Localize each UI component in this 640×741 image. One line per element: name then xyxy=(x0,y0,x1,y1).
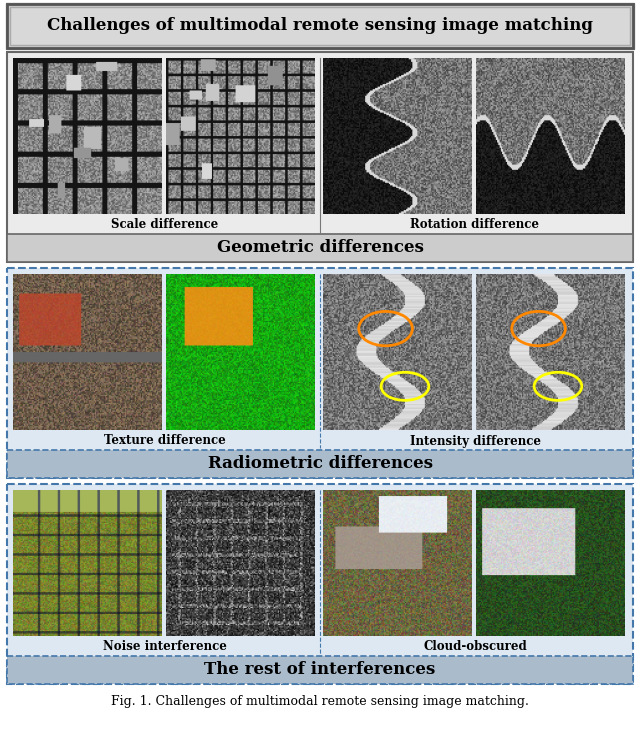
Text: Rotation difference: Rotation difference xyxy=(410,219,540,231)
Bar xyxy=(7,52,633,262)
Text: Radiometric differences: Radiometric differences xyxy=(207,456,433,473)
Text: Geometric differences: Geometric differences xyxy=(216,239,424,256)
Text: Texture difference: Texture difference xyxy=(104,434,226,448)
Text: Challenges of multimodal remote sensing image matching: Challenges of multimodal remote sensing … xyxy=(47,18,593,35)
Bar xyxy=(7,450,633,478)
Text: Cloud-obscured: Cloud-obscured xyxy=(423,640,527,654)
Text: The rest of interferences: The rest of interferences xyxy=(204,662,436,679)
Text: Noise interference: Noise interference xyxy=(103,640,227,654)
Bar xyxy=(10,7,630,45)
Bar xyxy=(7,484,633,684)
Text: Scale difference: Scale difference xyxy=(111,219,219,231)
Bar xyxy=(6,3,634,49)
Text: Intensity difference: Intensity difference xyxy=(410,434,541,448)
Text: Fig. 1. Challenges of multimodal remote sensing image matching.: Fig. 1. Challenges of multimodal remote … xyxy=(111,696,529,708)
Bar xyxy=(7,656,633,684)
Bar xyxy=(7,268,633,478)
Bar xyxy=(7,4,633,48)
Bar xyxy=(7,234,633,262)
